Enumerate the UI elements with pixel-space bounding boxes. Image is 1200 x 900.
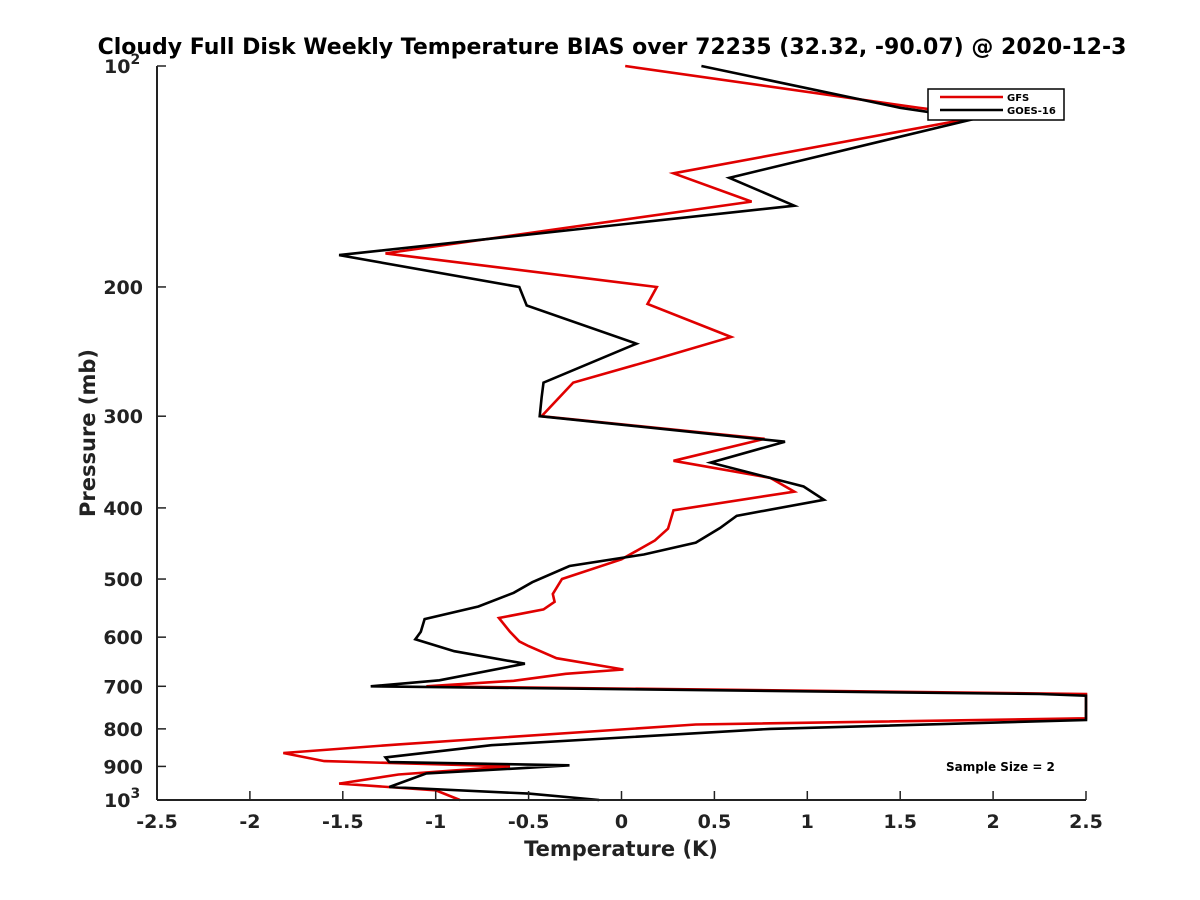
- x-tick-label: -1.5: [322, 811, 364, 833]
- y-tick-label: 600: [103, 627, 143, 649]
- x-tick-label: 1.5: [883, 811, 917, 833]
- x-tick-label: -1: [425, 811, 446, 833]
- chart-title: Cloudy Full Disk Weekly Temperature BIAS…: [98, 35, 1127, 60]
- y-tick-label: 102: [104, 52, 140, 78]
- sample-size-annotation: Sample Size = 2: [946, 760, 1055, 774]
- x-tick-label: -2: [239, 811, 260, 833]
- y-tick-label: 500: [103, 569, 143, 591]
- x-tick-label: 0: [615, 811, 628, 833]
- series-line-gfs: [283, 64, 1088, 802]
- x-tick-label: -0.5: [508, 811, 550, 833]
- legend-box: [927, 88, 1065, 121]
- legend: GFS GOES-16: [927, 88, 1065, 121]
- legend-label-goes16: GOES-16: [1007, 106, 1056, 117]
- x-axis-label: Temperature (K): [524, 837, 718, 861]
- legend-label-gfs: GFS: [1007, 93, 1029, 104]
- y-axis-ticks: 102 200 300 400 500 600 700 800 900 103: [103, 52, 166, 812]
- y-tick-label: 300: [103, 406, 143, 428]
- x-tick-label: 2.5: [1069, 811, 1103, 833]
- y-tick-label: 900: [103, 756, 143, 778]
- series-line-goes16: [338, 64, 1088, 802]
- x-tick-label: 2: [986, 811, 999, 833]
- y-tick-label: 200: [103, 277, 143, 299]
- y-tick-label: 800: [103, 719, 143, 741]
- plot-area: [283, 64, 1088, 802]
- y-axis-label: Pressure (mb): [76, 349, 100, 517]
- x-tick-label: 1: [801, 811, 814, 833]
- x-tick-label: 0.5: [698, 811, 732, 833]
- y-tick-label: 103: [104, 786, 140, 812]
- y-tick-label: 700: [103, 676, 143, 698]
- x-axis-ticks: -2.5 -2 -1.5 -1 -0.5 0 0.5 1 1.5 2 2.5: [136, 791, 1103, 833]
- x-tick-label: -2.5: [136, 811, 178, 833]
- y-tick-label: 400: [103, 498, 143, 520]
